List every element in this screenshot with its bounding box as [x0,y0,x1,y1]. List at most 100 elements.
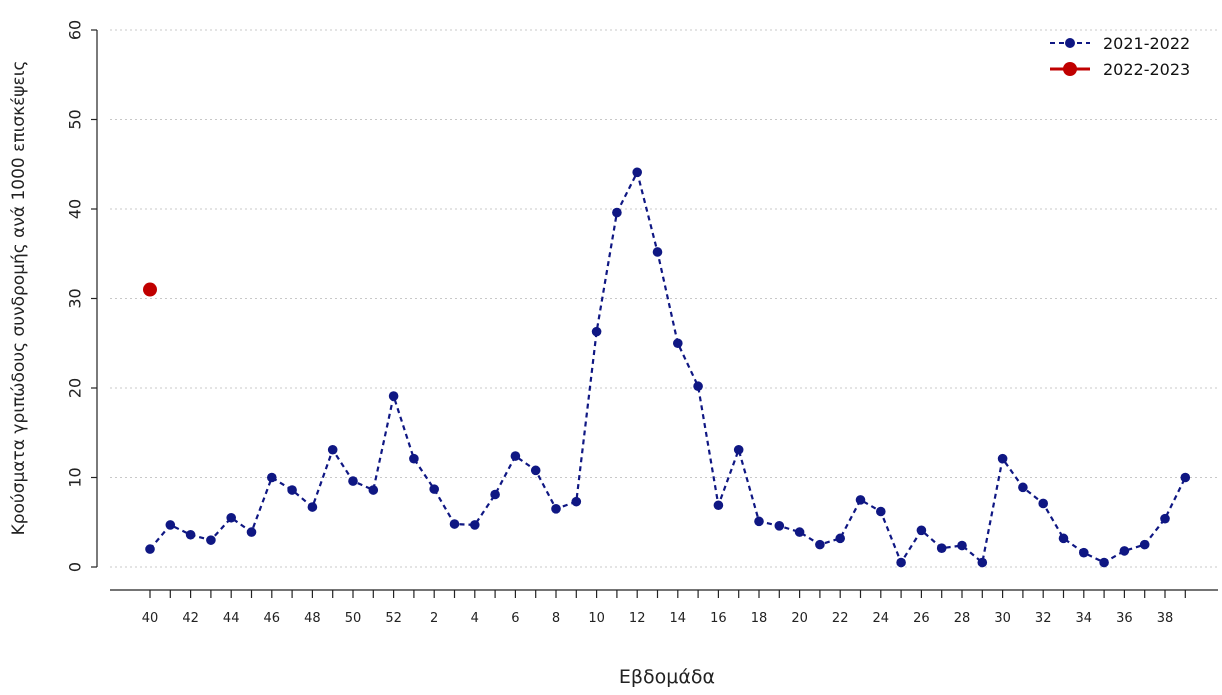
data-point [896,557,906,568]
data-point [165,520,176,530]
data-point [145,544,155,554]
data-point [571,496,582,507]
data-point [1058,533,1069,544]
series [143,167,1191,568]
x-tick-label: 8 [552,611,560,626]
data-point [185,529,196,540]
data-point [876,506,886,517]
x-tick-label: 16 [710,611,727,626]
data-point [652,247,663,257]
legend-marker-2021-2022 [1065,38,1075,48]
series-2021-2022 [145,167,1191,568]
data-point [143,282,157,297]
grid-lines [110,29,1218,568]
data-point [835,533,845,544]
y-tick-label: 0 [66,562,85,572]
data-point [1139,539,1150,550]
x-tick-label: 44 [223,611,240,626]
y-tick-label: 50 [66,109,85,129]
x-tick-label: 10 [588,611,605,626]
data-point [1180,472,1191,483]
data-point [632,167,642,178]
data-point [470,520,480,530]
x-tick-label: 18 [751,611,768,626]
data-point [713,500,724,511]
x-tick-label: 30 [994,611,1011,626]
x-tick-label: 22 [832,611,849,626]
y-tick-label: 10 [66,467,85,487]
x-tick-label: 14 [670,611,687,626]
data-point [551,504,561,514]
x-axis-title: Εβδομάδα [619,666,715,688]
data-point [226,512,236,523]
x-tick-label: 52 [385,611,402,626]
series-line-2021-2022 [149,169,1187,565]
data-point [774,521,785,531]
x-tick-label: 48 [304,611,321,626]
x-tick-label: 46 [264,611,281,626]
y-tick-label: 60 [66,20,85,40]
data-point [997,453,1008,464]
legend-item-2022-2023: 2022-2023 [1050,60,1190,79]
data-point [409,453,419,464]
data-point [1038,498,1048,509]
x-tick-label: 28 [954,611,971,626]
legend-marker-2022-2023 [1063,62,1077,76]
series-2022-2023 [143,282,157,297]
data-point [388,391,399,401]
data-point [368,485,379,495]
data-point [733,444,744,455]
data-point [957,540,967,551]
data-point [916,525,927,536]
data-point [693,381,703,392]
data-point [510,451,521,461]
data-point [429,484,440,494]
x-tick-label: 2 [430,611,438,626]
axes [96,30,1218,591]
data-point [855,495,866,505]
x-tick-label: 20 [791,611,808,626]
x-tick-label: 50 [345,611,362,626]
data-point [287,485,297,495]
data-point [246,527,257,537]
y-tick-label: 30 [66,288,85,308]
data-point [612,207,622,218]
y-tick-label: 40 [66,199,85,219]
y-tick-label: 20 [66,378,85,398]
x-tick-label: 26 [913,611,930,626]
data-point [327,444,338,455]
data-point [348,476,358,486]
x-ticks: 40 42 44 46 48 50 52 2 4 6 8 10 12 14 16 18 20 22 24 26 28 30… [142,590,1186,626]
data-point [1079,547,1089,558]
x-tick-label: 34 [1076,611,1093,626]
x-tick-label: 4 [471,611,479,626]
data-point [673,338,683,349]
data-point [206,535,216,545]
data-point [936,543,947,554]
legend-item-2021-2022: 2021-2022 [1050,34,1190,53]
legend-label-2022-2023: 2022-2023 [1103,60,1190,79]
x-tick-label: 40 [142,611,159,626]
y-ticks: 0 10 20 30 40 50 60 [66,20,97,572]
legend-label-2021-2022: 2021-2022 [1103,34,1190,53]
x-tick-label: 42 [182,611,199,626]
data-point [267,472,277,483]
data-point [794,527,805,537]
data-point [1119,546,1130,556]
data-point [530,465,541,476]
data-point [1099,557,1109,568]
x-tick-label: 36 [1116,611,1133,626]
y-axis-title: Κρούσματα γριπώδους συνδρομής ανά 1000 ε… [9,61,29,536]
data-point [977,557,988,568]
x-tick-label: 6 [511,611,519,626]
data-point [815,539,825,550]
data-point [1018,482,1028,493]
data-point [591,326,602,337]
x-tick-label: 24 [873,611,890,626]
data-point [754,516,764,527]
data-point [1160,513,1170,524]
legend: 2021-2022 2022-2023 [1050,34,1190,79]
x-tick-label: 12 [629,611,646,626]
x-tick-label: 38 [1157,611,1174,626]
